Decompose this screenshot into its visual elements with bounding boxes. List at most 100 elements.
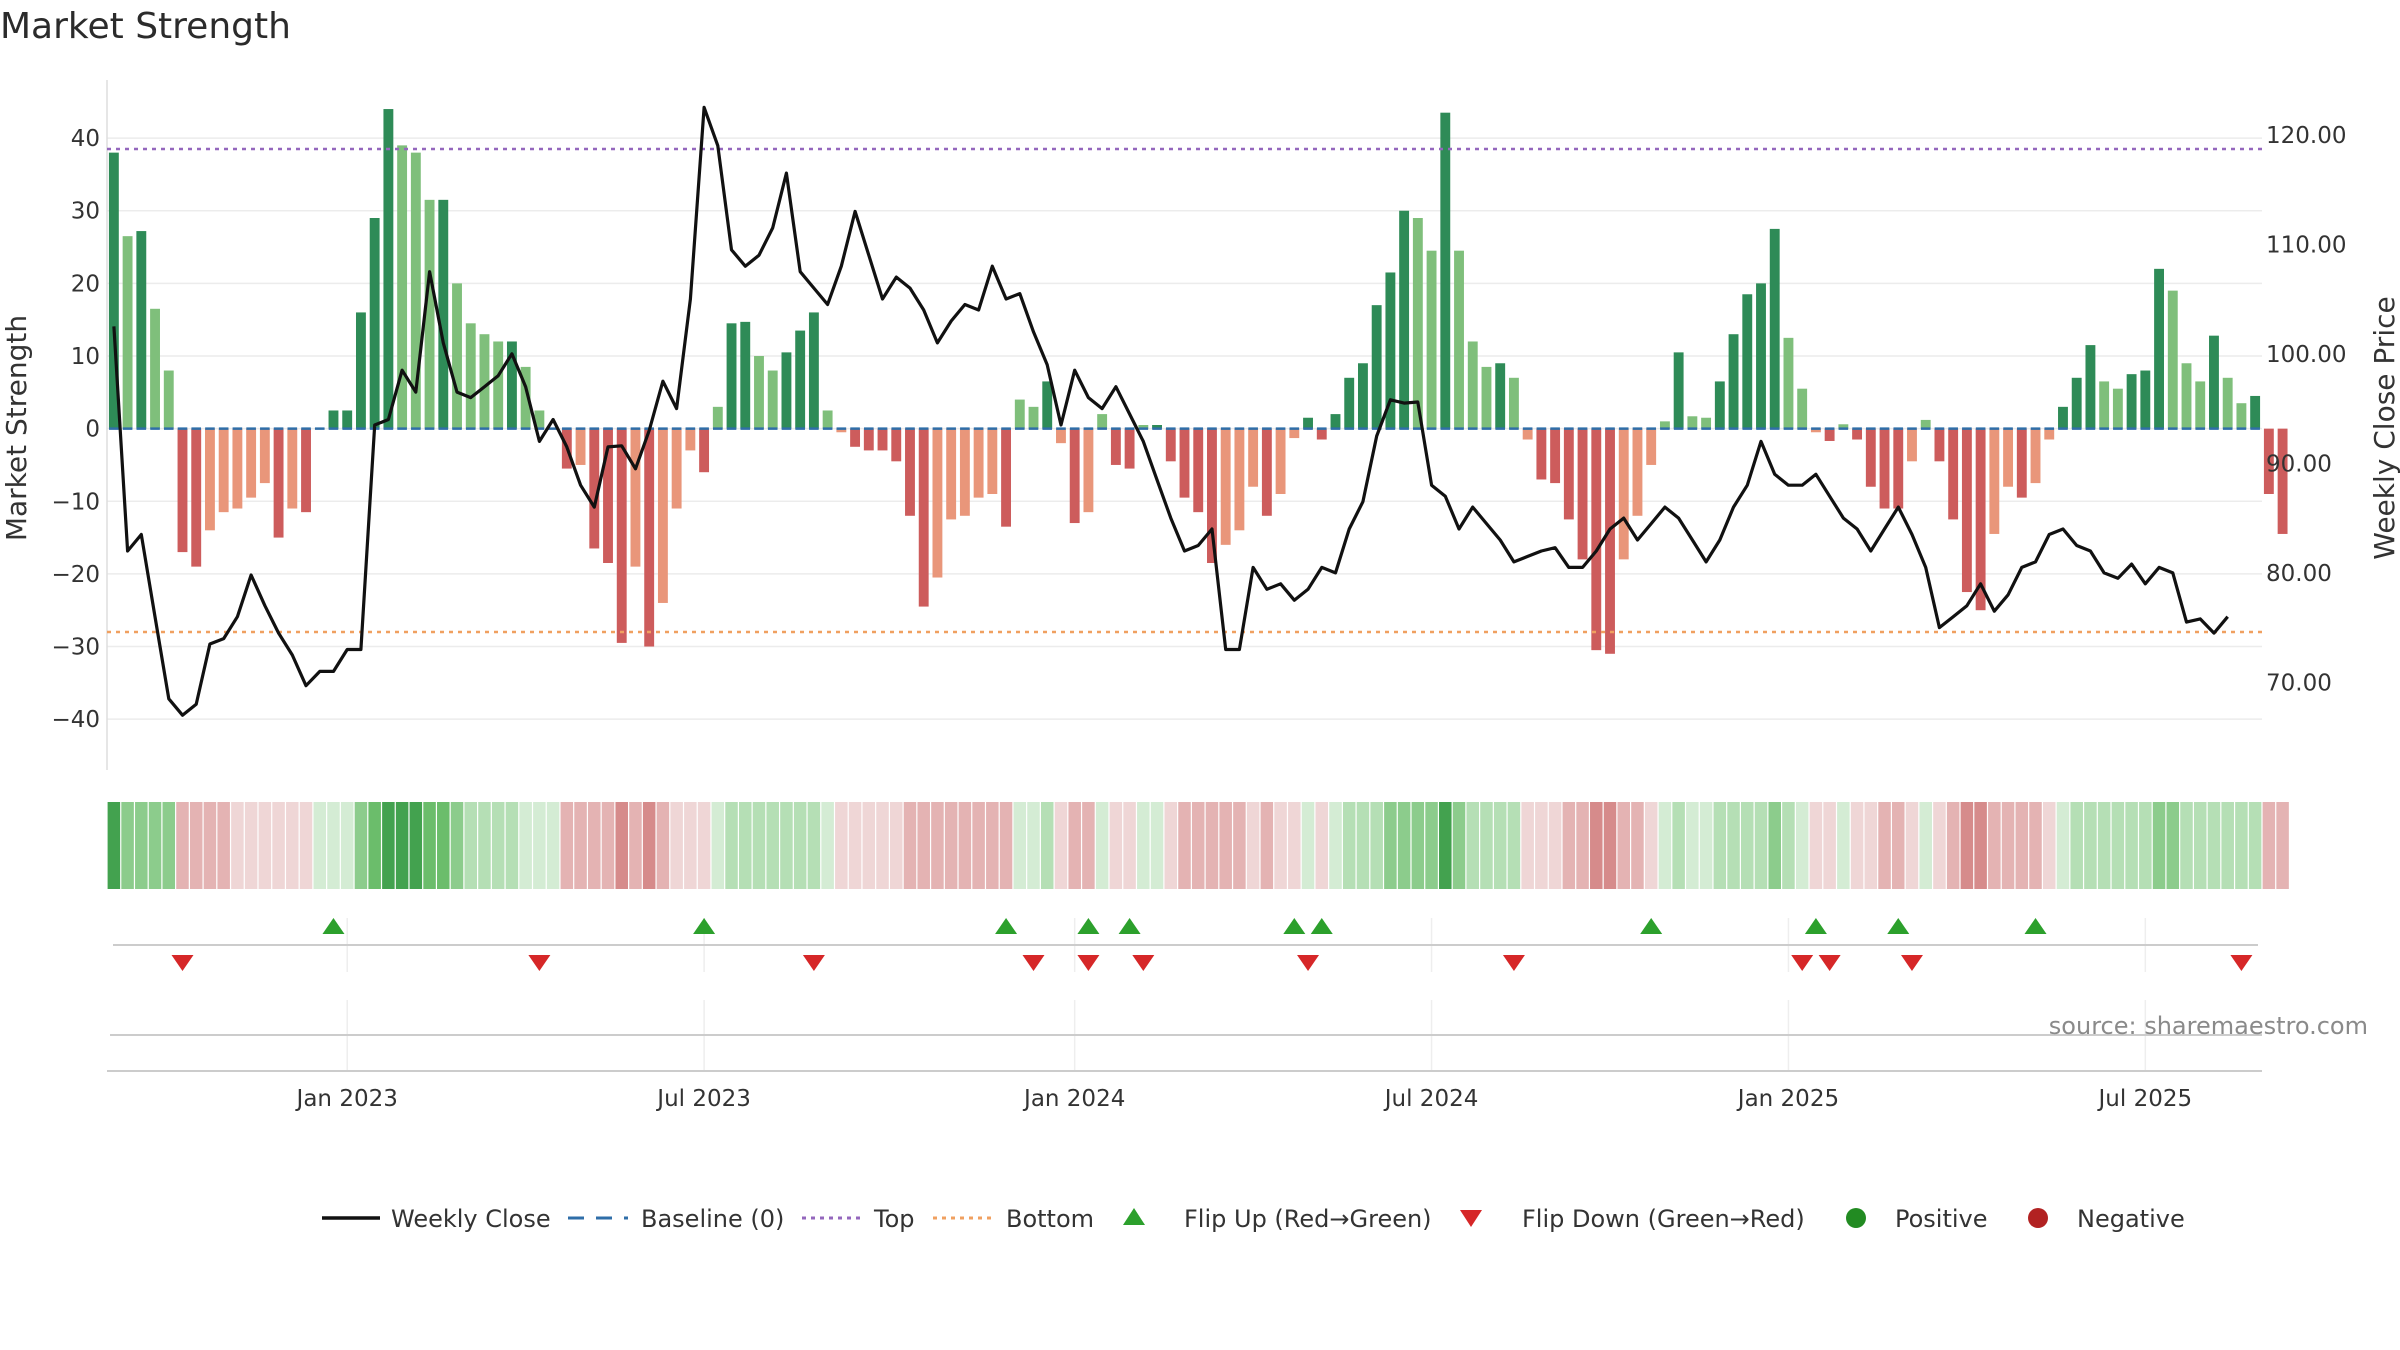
bar-week-95: [1412, 218, 1423, 429]
bar-week-67: [1028, 406, 1039, 429]
bar-week-132: [1920, 419, 1931, 429]
strip-cell-5: [176, 802, 189, 889]
strip-cell-150: [2166, 802, 2180, 889]
bar-week-128: [1865, 428, 1876, 487]
strip-cell-66: [1013, 802, 1027, 889]
bar-week-45: [726, 323, 737, 429]
bar-week-70: [1069, 428, 1080, 524]
strip-cell-130: [1891, 802, 1905, 889]
strip-cell-14: [299, 802, 313, 889]
bar-week-82: [1234, 428, 1245, 531]
bar-week-147: [2126, 374, 2137, 429]
strip-cell-26: [464, 802, 478, 889]
strip-cell-51: [807, 802, 821, 889]
bar-week-72: [1097, 414, 1108, 429]
bar-week-55: [863, 428, 874, 451]
bar-week-64: [987, 428, 998, 494]
bar-week-19: [369, 218, 380, 429]
strip-cell-156: [2248, 802, 2262, 889]
bar-week-1: [122, 236, 133, 429]
left-y-ticks: 40 30 20 10 0 −10 −20 −30 −40: [51, 126, 100, 733]
bar-week-117: [1714, 381, 1725, 429]
strip-cell-141: [2042, 802, 2056, 889]
legend-top-label: Top: [873, 1205, 915, 1233]
strip-cell-81: [1219, 802, 1232, 889]
strip-cell-142: [2056, 802, 2070, 889]
strip-cell-83: [1246, 802, 1260, 889]
bar-week-152: [2195, 381, 2206, 429]
flip-up-marker-4: [1118, 918, 1141, 934]
bar-week-103: [1522, 428, 1533, 440]
flip-up-marker-10: [2024, 918, 2047, 934]
bar-week-35: [589, 428, 600, 549]
bar-week-143: [2071, 377, 2082, 429]
bar-week-69: [1056, 428, 1066, 444]
bar-week-102: [1508, 377, 1519, 429]
bar-week-85: [1275, 428, 1286, 494]
strip-cell-32: [546, 802, 560, 889]
strip-cell-35: [588, 802, 601, 889]
strip-cell-61: [944, 802, 958, 889]
strip-cell-38: [629, 802, 642, 889]
flip-up-marker-1: [693, 918, 716, 934]
bar-week-77: [1165, 428, 1176, 462]
strip-cell-0: [107, 802, 121, 889]
strip-cell-20: [382, 802, 395, 889]
strip-cell-128: [1864, 802, 1878, 889]
strip-cell-62: [958, 802, 972, 889]
strip-cell-117: [1713, 802, 1727, 889]
strip-cell-120: [1754, 802, 1768, 889]
strip-cell-109: [1603, 802, 1617, 889]
strip-cell-154: [2221, 802, 2234, 889]
bar-week-106: [1563, 428, 1574, 520]
legend-weekly-close-label: Weekly Close: [391, 1205, 551, 1233]
bar-week-129: [1879, 428, 1890, 509]
strip-cell-86: [1288, 802, 1301, 889]
bar-week-52: [822, 410, 833, 429]
strip-cell-7: [203, 802, 217, 889]
bar-week-3: [150, 308, 160, 429]
strip-cell-78: [1178, 802, 1191, 889]
flip-down-marker-5: [1132, 955, 1155, 971]
left-tick-label-6: −20: [51, 562, 100, 588]
left-tick-label-7: −30: [51, 635, 100, 661]
legend-flip-up-label: Flip Up (Red→Green): [1184, 1205, 1432, 1233]
strip-cell-46: [739, 802, 752, 889]
strip-cell-45: [725, 802, 738, 889]
strip-cell-37: [615, 802, 628, 889]
strip-cell-85: [1274, 802, 1287, 889]
left-tick-label-8: −40: [51, 707, 100, 733]
bar-week-119: [1742, 294, 1753, 429]
strip-cell-133: [1933, 802, 1946, 889]
flip-up-marker-3: [1077, 918, 1100, 934]
strip-cell-4: [162, 802, 176, 889]
strip-cell-105: [1548, 802, 1562, 889]
flip-down-marker-9: [1818, 955, 1841, 971]
strip-cell-12: [272, 802, 285, 889]
bar-week-156: [2250, 395, 2261, 429]
flip-up-marker-8: [1804, 918, 1827, 934]
strip-cell-59: [917, 802, 930, 889]
strip-cell-40: [656, 802, 670, 889]
strip-cell-27: [478, 802, 491, 889]
strip-cell-13: [286, 802, 299, 889]
bar-week-9: [232, 428, 243, 509]
bar-week-6: [191, 428, 202, 567]
bar-week-76: [1152, 425, 1162, 429]
bar-week-96: [1426, 250, 1437, 429]
strip-cell-95: [1411, 802, 1425, 889]
bar-week-150: [2167, 290, 2178, 429]
bar-week-66: [1014, 399, 1025, 429]
bar-week-112: [1646, 428, 1657, 465]
strip-cell-125: [1823, 802, 1836, 889]
source-credit: source: sharemaestro.com: [2049, 1012, 2368, 1040]
bar-week-118: [1728, 334, 1739, 429]
right-y-ticks: 120.00 110.00 100.00 90.00 80.00 70.00: [2266, 123, 2346, 697]
bar-week-131: [1907, 428, 1917, 462]
strip-cell-55: [862, 802, 876, 889]
x-tick-label-4: Jan 2025: [1736, 1086, 1839, 1112]
bar-week-155: [2236, 403, 2247, 429]
bar-week-81: [1220, 428, 1231, 545]
strip-cell-126: [1837, 802, 1850, 889]
bar-week-41: [671, 428, 682, 509]
